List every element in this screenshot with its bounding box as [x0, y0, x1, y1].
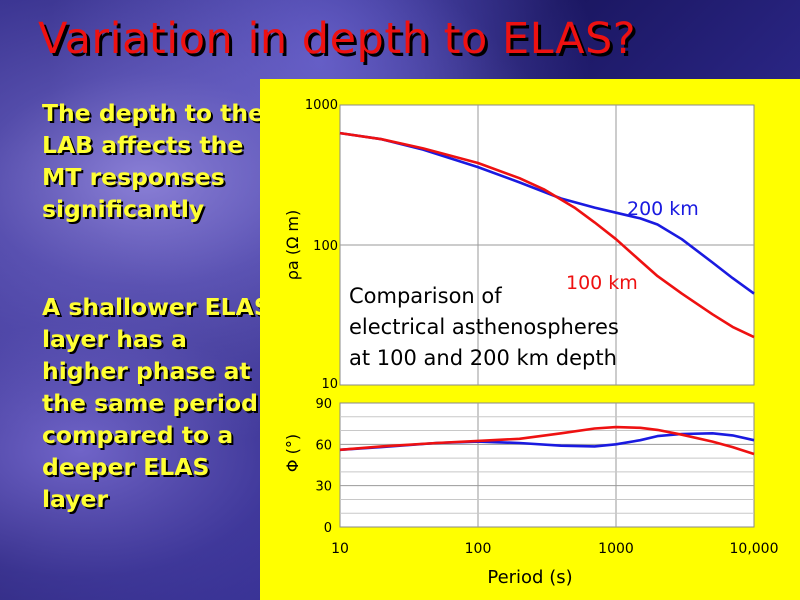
resistivity-tick-label: 1000: [305, 98, 338, 113]
period-tick-label: 100: [465, 541, 492, 557]
bullet-text-1: The depth to the LAB affects the MT resp…: [42, 99, 265, 223]
phase-tick-label: 60: [315, 438, 332, 453]
phase-tick-label: 30: [315, 480, 332, 495]
period-axis-label: Period (s): [487, 567, 572, 588]
chart-annotation-line: Comparison of: [349, 284, 502, 308]
phase-tick-label: 90: [315, 397, 332, 412]
bullet-text-2: A shallower ELAS layer has a higher phas…: [42, 293, 271, 513]
slide-title: Variation in depth to ELAS?: [38, 14, 637, 64]
phase-tick-label: 0: [324, 521, 332, 536]
chart-annotation-line: electrical asthenospheres: [349, 315, 619, 339]
resistivity-series-100km: [339, 131, 755, 339]
resistivity-axis-label: ρa (Ω m): [283, 210, 302, 280]
period-tick-label: 1000: [598, 541, 634, 557]
period-tick-label: 10: [331, 541, 349, 557]
phase-plot-area: [339, 402, 755, 528]
phase-series-100km: [339, 425, 755, 456]
resistivity-series-200km: [339, 131, 755, 295]
series-label-100km: 100 km: [566, 272, 638, 294]
period-tick-label: 10,000: [730, 541, 779, 557]
phase-axis-label: Φ (°): [283, 434, 302, 472]
resistivity-tick-label: 100: [313, 239, 338, 254]
chart-panel: 200 km 100 km Comparison of electrical asth…: [260, 79, 800, 600]
mt-response-chart: 200 km 100 km Comparison of electrical asth…: [283, 98, 779, 588]
chart-annotation-line: at 100 and 200 km depth: [349, 346, 617, 370]
series-label-200km: 200 km: [627, 198, 699, 220]
resistivity-tick-label: 10: [321, 377, 338, 392]
